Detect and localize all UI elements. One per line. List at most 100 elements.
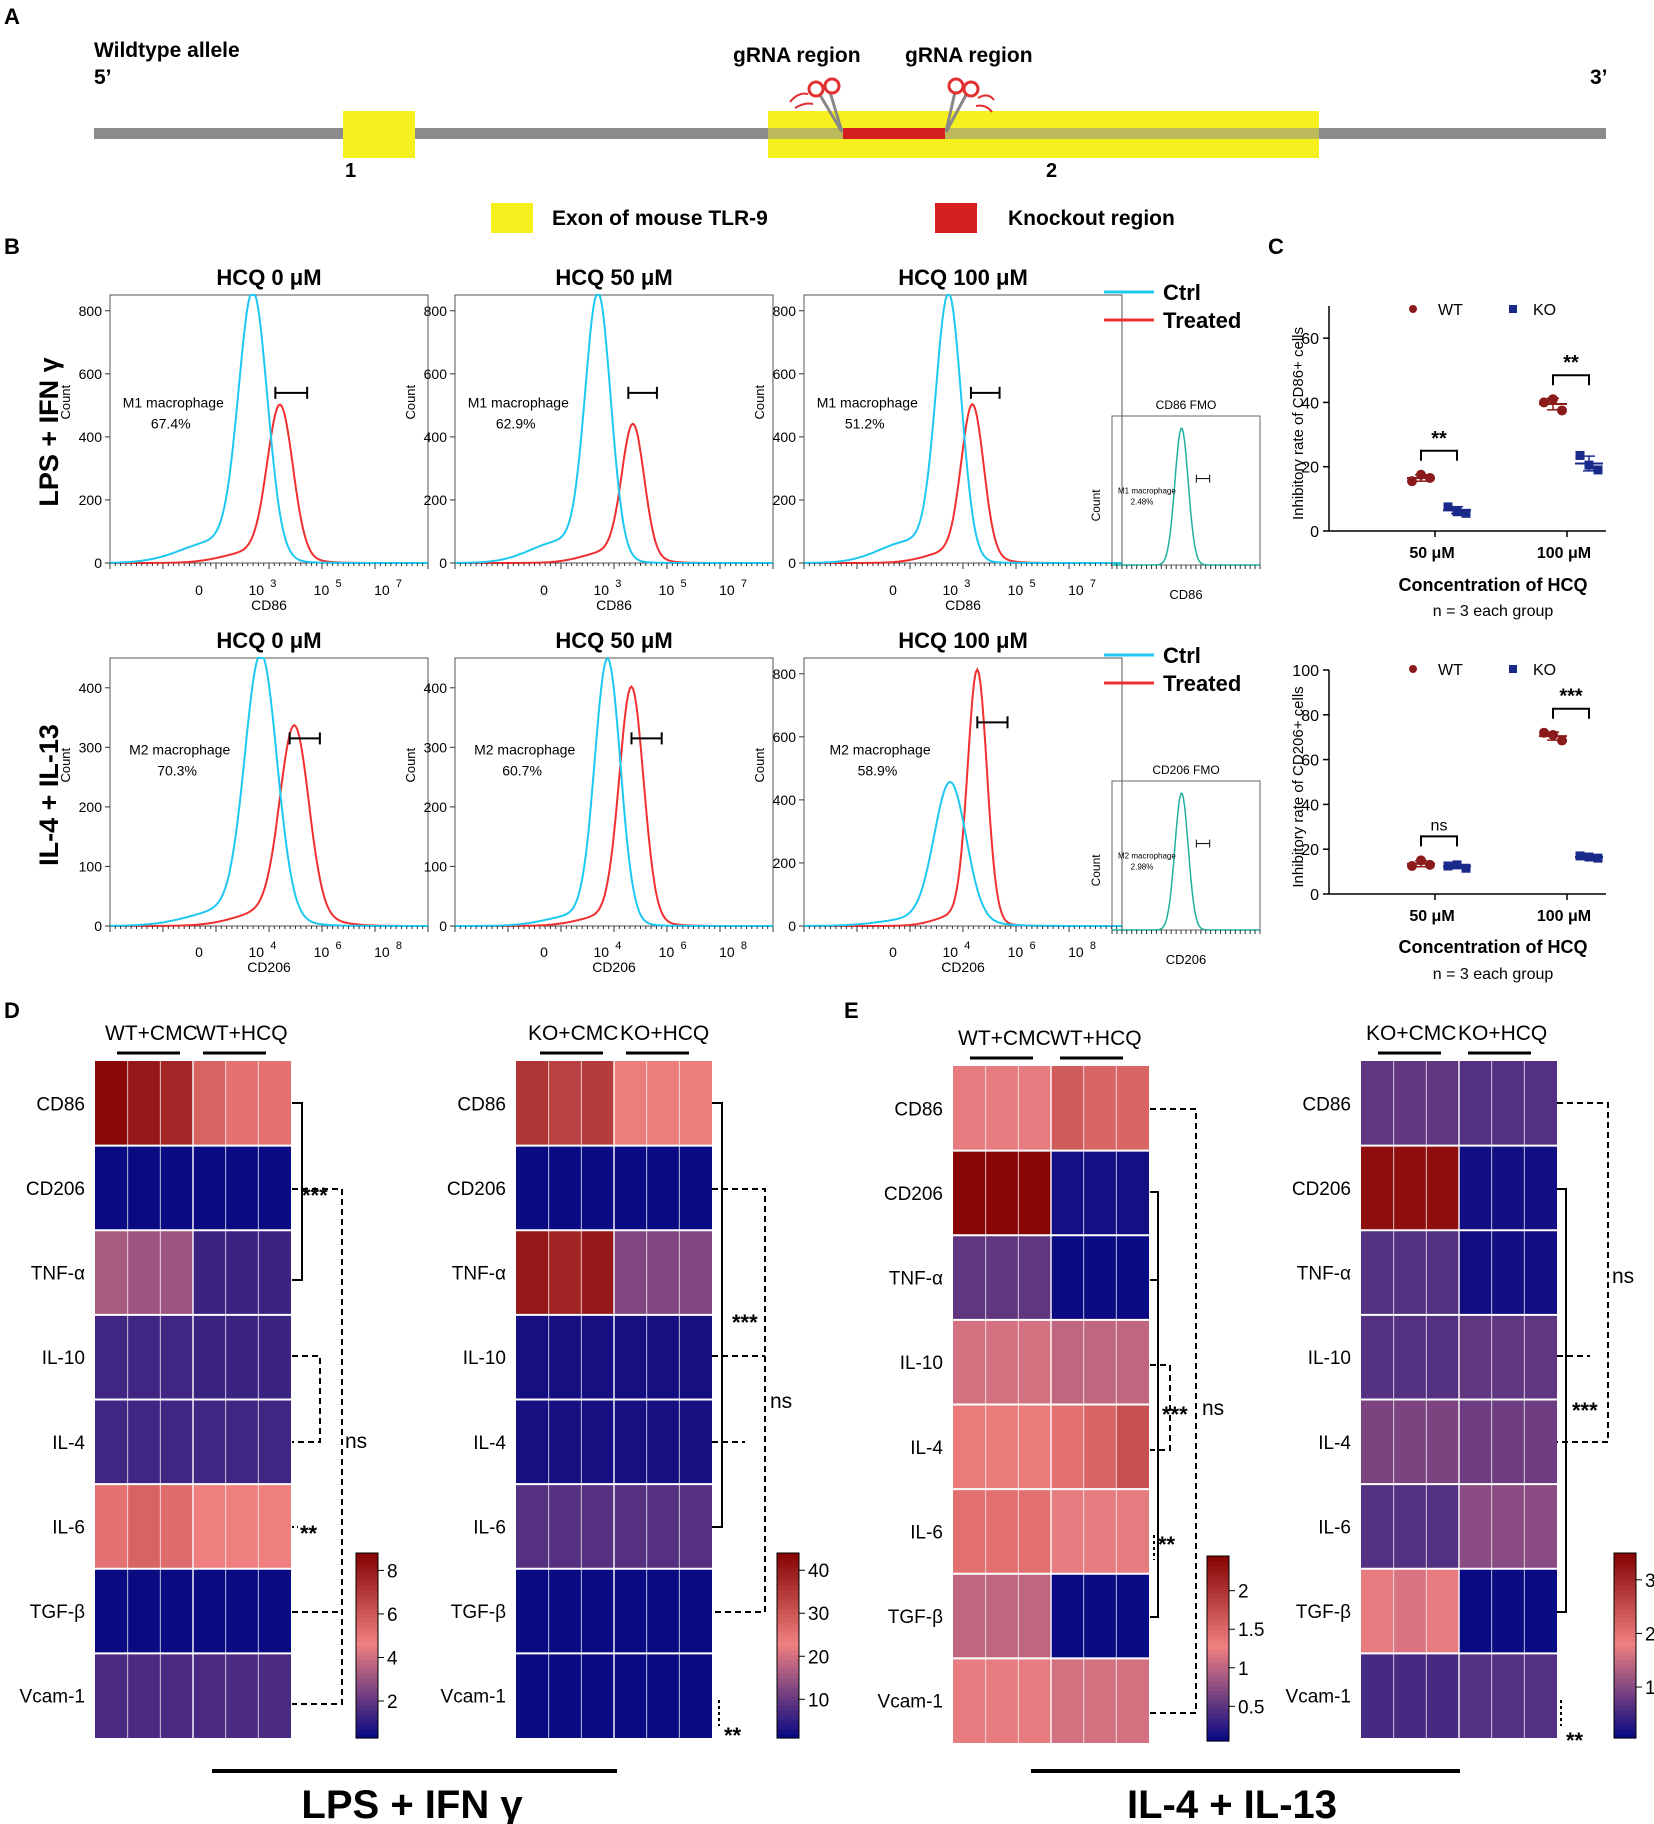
colorbar-segment [356, 1603, 378, 1610]
colorbar-segment [1207, 1648, 1229, 1654]
heatmap-row-label: IL-4 [1318, 1433, 1351, 1454]
legend-marker-wt [1409, 665, 1417, 673]
colorbar-tick-label: 1 [1645, 1678, 1654, 1699]
heatmap-cell [985, 1235, 1019, 1320]
heatmap-cell [1426, 1484, 1459, 1569]
sample-size-note: n = 3 each group [1433, 603, 1554, 620]
heatmap-cell [1459, 1399, 1492, 1485]
y-tick-label: 200 [424, 799, 448, 815]
heatmap-cell [127, 1484, 161, 1569]
dotplot-cd206: 0 20 40 60 80 100 50 μM 100 μM Concentration of … [1290, 662, 1606, 983]
heatmap-cell [614, 1568, 647, 1654]
heatmap-cell [679, 1314, 712, 1400]
colorbar-tick-label: 40 [808, 1561, 829, 1582]
flow-histogram-plot: HCQ 100 μM 0 200 400 600 800 Count 0 10 4 10 6 10 8 CD… [752, 628, 1123, 975]
x-tick-label: 10 [374, 582, 390, 598]
heatmap-cell [1491, 1568, 1525, 1654]
colorbar-segment [1614, 1566, 1636, 1573]
heatmap-cell [1116, 1404, 1149, 1490]
heatmap-row-label: IL-10 [900, 1353, 943, 1374]
fmo-y-label: Count [1089, 489, 1103, 522]
heatmap-cell [160, 1399, 193, 1485]
heatmap-cell [1393, 1653, 1427, 1738]
colorbar-segment [356, 1650, 378, 1656]
heatmap-ko-lps: CD86 CD206 TNF-α IL-10 IL-4 IL-6 TGF-β Vcam-1 10… [441, 1061, 829, 1739]
significance-marker: ns [1431, 817, 1448, 834]
colorbar-segment [777, 1627, 799, 1633]
colorbar-segment [1207, 1653, 1229, 1659]
colorbar-segment [1614, 1571, 1636, 1577]
colorbar-segment [356, 1724, 378, 1730]
panel-letter-b: B [4, 234, 20, 259]
colorbar-segment [1207, 1704, 1229, 1710]
colorbar-segment [777, 1631, 799, 1637]
heatmap-cell [225, 1653, 259, 1738]
group-label-ko-hcq: KO+HCQ [1458, 1022, 1547, 1045]
heatmap-row-label: Vcam-1 [441, 1687, 506, 1708]
colorbar-segment [1207, 1727, 1229, 1733]
colorbar-segment [777, 1714, 799, 1721]
heatmap-cell [1524, 1399, 1557, 1485]
gate-percent: 60.7% [502, 762, 542, 778]
panel-letter-a: A [4, 4, 20, 29]
colorbar-segment [777, 1687, 799, 1693]
sig-brackets-d-right [712, 1102, 766, 1726]
x-tick-label: 10 [248, 944, 264, 960]
three-prime-label: 3’ [1590, 66, 1608, 89]
data-point-ko [1452, 860, 1462, 870]
scissors-icon [944, 77, 995, 133]
y-tick-label: 0 [788, 918, 796, 934]
heatmap-cell [1426, 1061, 1459, 1146]
heatmap-cell [548, 1484, 582, 1569]
heatmap-cell [95, 1568, 128, 1654]
heatmap-row-label: CD86 [894, 1099, 943, 1120]
colorbar: 10 20 30 40 [776, 1552, 829, 1739]
data-point-wt [1557, 405, 1567, 416]
x-axis-title: Concentration of HCQ [1399, 575, 1588, 595]
sig-brackets-e-right [1557, 1102, 1609, 1726]
heatmap-cell [1116, 1573, 1149, 1659]
heatmap-row-label: TGF-β [451, 1602, 506, 1623]
group-label-wt-hcq: WT+HCQ [1050, 1027, 1142, 1050]
colorbar-tick-label: 3 [1645, 1571, 1654, 1592]
heatmap-row-label: IL-4 [52, 1433, 85, 1454]
colorbar-frame [1206, 1555, 1230, 1742]
heatmap-row-label: CD206 [1292, 1179, 1351, 1200]
colorbar-segment [1614, 1562, 1636, 1568]
fmo-x-label: CD86 [1169, 587, 1202, 602]
colorbar-segment [1207, 1579, 1229, 1585]
colorbar-segment [777, 1608, 799, 1614]
heatmap-cell [127, 1568, 161, 1654]
y-axis-label: Count [58, 747, 73, 782]
heatmap-row-label: IL-4 [910, 1438, 943, 1459]
heatmap-cell [1459, 1568, 1492, 1654]
heatmap-cell [548, 1145, 582, 1231]
heatmap-cell [1083, 1658, 1117, 1743]
colorbar-segment [356, 1733, 378, 1739]
colorbar-segment [1207, 1722, 1229, 1728]
sig-marker: *** [732, 1310, 758, 1335]
significance-bracket [1552, 374, 1590, 386]
heatmap-cell [646, 1568, 680, 1654]
heatmap-cell [1393, 1568, 1427, 1654]
heatmap-row-label: IL-6 [910, 1522, 943, 1543]
fmo-plot: CD86 FMO M1 macrophage 2.48% CD86 Count [1089, 398, 1261, 602]
significance-marker: ** [1431, 428, 1447, 450]
sig-marker: ** [724, 1723, 742, 1748]
colorbar-segment [777, 1705, 799, 1711]
x-axis-label: CD206 [592, 959, 636, 975]
data-point-ko [1575, 851, 1585, 861]
colorbar-segment [356, 1705, 378, 1711]
heatmap-row-label: CD86 [36, 1094, 85, 1115]
colorbar-segment [1614, 1636, 1636, 1642]
heatmap-cell [1459, 1230, 1492, 1315]
heatmap-cell [953, 1150, 986, 1236]
legend-marker-ko [1509, 305, 1517, 313]
y-axis-label: Count [403, 747, 418, 782]
heatmap-cell [193, 1061, 226, 1146]
heatmap-cell [614, 1653, 647, 1738]
data-point-ko [1461, 863, 1471, 873]
data-point-wt [1557, 735, 1567, 746]
heatmap-cell [160, 1484, 193, 1569]
heatmap-cell [1083, 1404, 1117, 1490]
